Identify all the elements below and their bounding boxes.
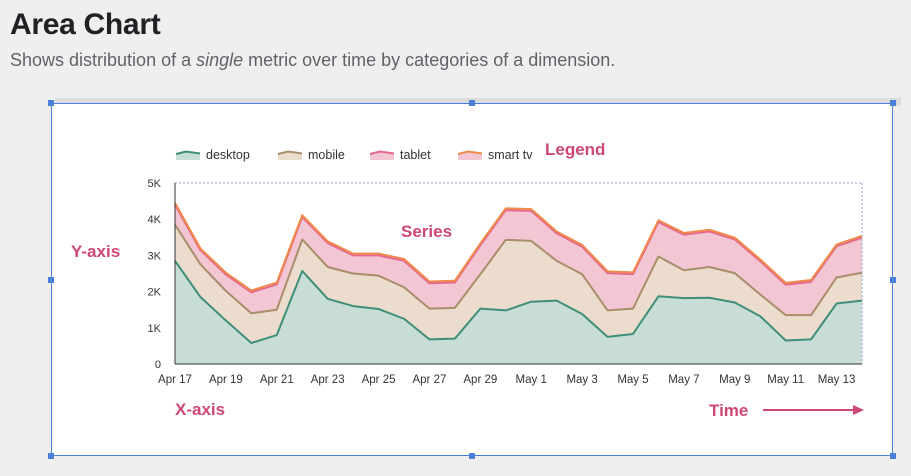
resize-handle-bottom-right[interactable] (890, 453, 896, 459)
legend-item-mobile[interactable]: mobile (277, 148, 345, 162)
annotation-y-axis: Y-axis (71, 242, 121, 261)
page-title: Area Chart (10, 8, 161, 41)
annotation-series: Series (401, 222, 453, 241)
line-mobile (174, 224, 863, 317)
x-tick-label: May 11 (767, 374, 804, 386)
subtitle-emphasis: single (196, 50, 244, 70)
line-desktop (174, 260, 863, 345)
x-axis-tick-labels: Apr 17 Apr 19 Apr 21 Apr 23 Apr 25 Apr 27 Apr … (158, 374, 855, 386)
y-tick-label: 1K (148, 323, 162, 335)
x-tick-label: Apr 29 (463, 374, 497, 386)
x-tick-label: May 9 (719, 374, 750, 386)
area-tablet[interactable] (175, 204, 862, 316)
annotation-x-axis: X-axis (175, 400, 226, 419)
x-tick-label: May 13 (818, 374, 856, 386)
legend-item-smart-tv[interactable]: smart tv (457, 148, 533, 162)
resize-handle-middle-right[interactable] (890, 277, 896, 283)
x-tick-label: Apr 19 (209, 374, 243, 386)
resize-handle-top-right[interactable] (890, 100, 896, 106)
x-tick-label: Apr 23 (311, 374, 345, 386)
y-axis-tick-labels: 0 1K 2K 3K 4K 5K (148, 178, 162, 371)
legend-item-tablet[interactable]: tablet (369, 148, 431, 162)
legend-item-desktop[interactable]: desktop (175, 148, 250, 162)
line-smart-tv (174, 202, 863, 292)
resize-handle-middle-left[interactable] (48, 277, 54, 283)
x-tick-label: May 1 (516, 374, 547, 386)
x-tick-label: May 7 (668, 374, 699, 386)
subtitle-text-end: metric over time by categories of a dime… (243, 50, 616, 70)
resize-handle-top-center[interactable] (469, 100, 475, 106)
legend-swatch-line-desktop (175, 150, 201, 155)
annotation-legend: Legend (545, 140, 606, 159)
page-subtitle: Shows distribution of a single metric ov… (10, 50, 615, 71)
x-tick-label: Apr 25 (362, 374, 396, 386)
legend-label-mobile: mobile (308, 148, 345, 162)
y-tick-label: 0 (155, 359, 161, 371)
chart-frame-shadow (55, 98, 901, 106)
resize-handle-bottom-center[interactable] (469, 453, 475, 459)
legend-swatch-line-smart-tv (457, 150, 483, 155)
resize-handle-top-left[interactable] (48, 100, 54, 106)
x-tick-label: May 5 (617, 374, 648, 386)
chart-legend: desktop mobile tablet smart tv (175, 148, 533, 162)
legend-swatch-line-tablet (369, 150, 395, 155)
y-tick-label: 4K (148, 214, 162, 226)
legend-label-desktop: desktop (206, 148, 250, 162)
chart-axes (174, 182, 863, 365)
x-tick-label: Apr 21 (260, 374, 294, 386)
legend-label-smart-tv: smart tv (488, 148, 533, 162)
legend-label-tablet: tablet (400, 148, 431, 162)
x-tick-label: May 3 (566, 374, 597, 386)
x-tick-label: Apr 17 (158, 374, 192, 386)
time-arrow-icon (763, 405, 864, 415)
legend-swatch-line-mobile (277, 150, 303, 155)
area-mobile[interactable] (175, 224, 862, 344)
y-tick-label: 5K (148, 178, 162, 190)
area-desktop[interactable] (175, 260, 862, 364)
resize-handle-bottom-left[interactable] (48, 453, 54, 459)
y-tick-label: 3K (148, 250, 162, 262)
x-tick-label: Apr 27 (412, 374, 446, 386)
series-lines (174, 202, 863, 345)
annotation-time: Time (709, 401, 749, 420)
y-tick-label: 2K (148, 287, 162, 299)
subtitle-text-start: Shows distribution of a (10, 50, 197, 70)
